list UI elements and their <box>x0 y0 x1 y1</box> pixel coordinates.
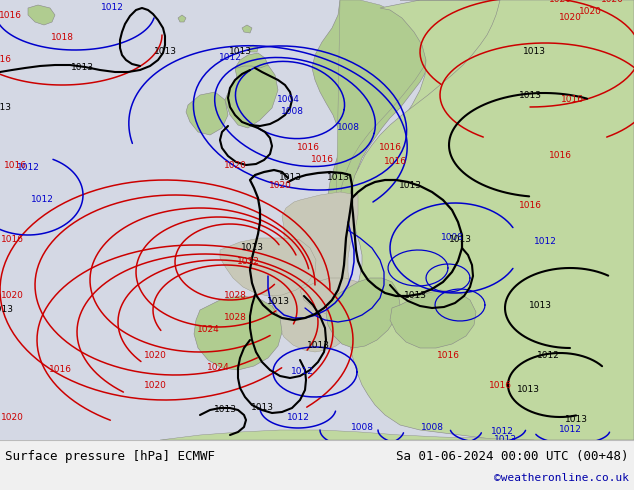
Text: 1018: 1018 <box>51 33 74 43</box>
Text: 1016: 1016 <box>0 55 11 65</box>
Text: 1012: 1012 <box>101 3 124 13</box>
Text: 1013: 1013 <box>564 416 588 424</box>
Text: 1012: 1012 <box>16 164 39 172</box>
Text: 1020: 1020 <box>1 291 23 299</box>
Text: 1013: 1013 <box>403 291 427 299</box>
Text: 1013: 1013 <box>399 181 422 191</box>
Text: 1004: 1004 <box>276 96 299 104</box>
Text: 1008: 1008 <box>337 123 359 132</box>
Text: 1016: 1016 <box>548 150 571 160</box>
Text: 1016: 1016 <box>436 350 460 360</box>
Text: 1013: 1013 <box>517 386 540 394</box>
Text: 1013: 1013 <box>240 244 264 252</box>
Polygon shape <box>312 0 430 228</box>
Text: 1016: 1016 <box>489 381 512 390</box>
Polygon shape <box>336 0 428 220</box>
Text: 1012: 1012 <box>30 196 53 204</box>
Text: 1013: 1013 <box>153 48 176 56</box>
Text: 1013: 1013 <box>327 173 349 182</box>
Text: 1032: 1032 <box>236 258 259 267</box>
Text: 1013: 1013 <box>278 173 302 182</box>
Text: 1016: 1016 <box>4 161 27 170</box>
Polygon shape <box>160 430 534 440</box>
Polygon shape <box>242 25 252 33</box>
Polygon shape <box>194 296 282 370</box>
Polygon shape <box>235 53 268 68</box>
Text: 1012: 1012 <box>534 238 557 246</box>
Polygon shape <box>350 0 634 440</box>
Text: 1020: 1020 <box>600 0 623 4</box>
Text: 1016: 1016 <box>0 10 22 20</box>
Polygon shape <box>220 238 316 296</box>
Text: 1013: 1013 <box>250 403 273 413</box>
Text: 1008: 1008 <box>280 107 304 117</box>
Text: 1020: 1020 <box>224 161 247 170</box>
Polygon shape <box>272 192 358 352</box>
Text: 1013: 1013 <box>522 48 545 56</box>
Text: 1016: 1016 <box>311 155 333 165</box>
Text: 1008: 1008 <box>441 234 463 243</box>
Text: 1013: 1013 <box>529 300 552 310</box>
Text: 1020: 1020 <box>1 414 23 422</box>
Text: 1012: 1012 <box>536 350 559 360</box>
Text: 1008: 1008 <box>420 423 444 433</box>
Text: Sa 01-06-2024 00:00 UTC (00+48): Sa 01-06-2024 00:00 UTC (00+48) <box>396 449 629 463</box>
Text: 1016: 1016 <box>1 236 23 245</box>
Polygon shape <box>28 5 55 25</box>
Polygon shape <box>358 158 378 175</box>
Text: 1020: 1020 <box>143 381 167 390</box>
Text: 1016: 1016 <box>384 157 406 167</box>
Text: 1024: 1024 <box>197 325 219 335</box>
Polygon shape <box>186 92 228 135</box>
Text: Surface pressure [hPa] ECMWF: Surface pressure [hPa] ECMWF <box>5 449 215 463</box>
Polygon shape <box>390 290 476 348</box>
Text: 1020: 1020 <box>579 7 602 17</box>
Text: 1013: 1013 <box>70 64 93 73</box>
Polygon shape <box>326 278 400 348</box>
Text: 1020: 1020 <box>143 350 167 360</box>
Text: 1012: 1012 <box>290 368 313 376</box>
Polygon shape <box>248 45 258 52</box>
Polygon shape <box>178 15 186 22</box>
Polygon shape <box>300 278 366 316</box>
Text: 1020: 1020 <box>269 180 292 190</box>
Text: 1013: 1013 <box>519 91 541 99</box>
Polygon shape <box>354 172 368 185</box>
Text: 1008: 1008 <box>351 423 373 433</box>
Text: 1013: 1013 <box>214 406 236 415</box>
Text: 1012: 1012 <box>559 425 581 435</box>
Text: 1013: 1013 <box>493 436 517 444</box>
Text: ©weatheronline.co.uk: ©weatheronline.co.uk <box>494 473 629 483</box>
Text: 1013: 1013 <box>448 236 472 245</box>
Text: 1013: 1013 <box>228 48 252 56</box>
Text: 1012: 1012 <box>219 53 242 63</box>
Text: 1013: 1013 <box>0 103 11 113</box>
Text: 1028: 1028 <box>224 314 247 322</box>
Text: 1028: 1028 <box>224 291 247 299</box>
Polygon shape <box>225 60 278 128</box>
Text: 1012: 1012 <box>491 427 514 437</box>
Text: 1016: 1016 <box>560 96 583 104</box>
Text: 1020: 1020 <box>548 0 571 4</box>
Text: 1013: 1013 <box>266 297 290 307</box>
Text: 1016: 1016 <box>297 144 320 152</box>
Text: 1013: 1013 <box>0 305 13 315</box>
Polygon shape <box>365 0 534 185</box>
Text: 1016: 1016 <box>48 366 72 374</box>
Text: 1013: 1013 <box>306 341 330 349</box>
Text: 1016: 1016 <box>378 144 401 152</box>
Text: 1024: 1024 <box>207 364 230 372</box>
Text: 1016: 1016 <box>519 200 541 210</box>
Text: 1020: 1020 <box>559 14 581 23</box>
Text: 1012: 1012 <box>287 414 309 422</box>
